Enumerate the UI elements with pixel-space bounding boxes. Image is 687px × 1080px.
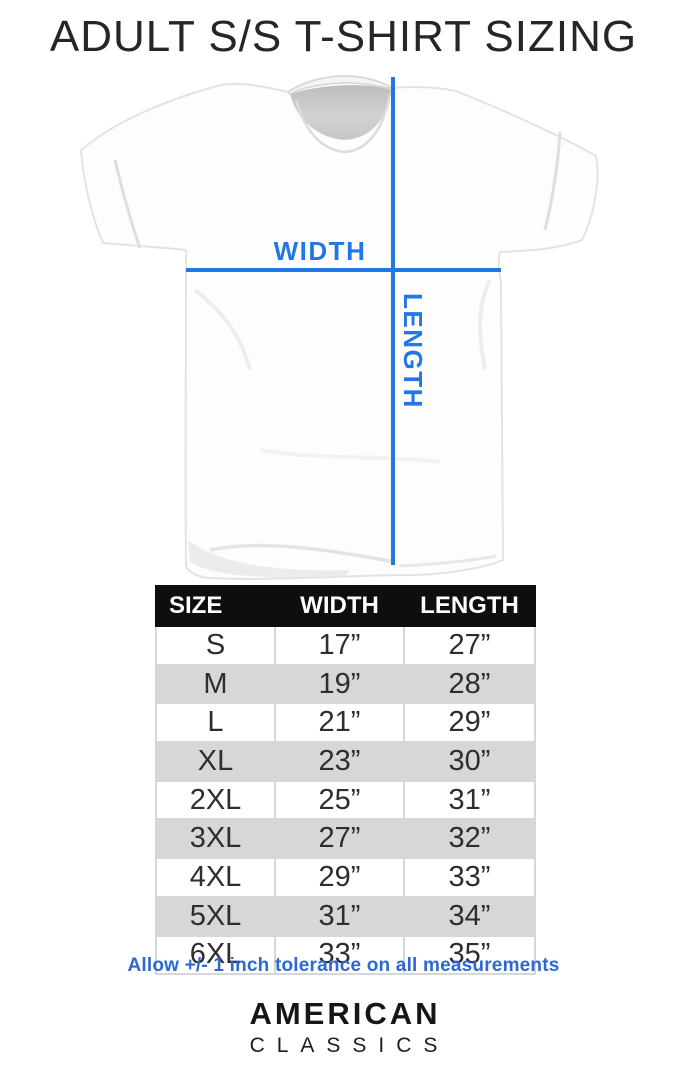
hem-seam	[399, 554, 497, 568]
cell-length: 29”	[403, 702, 536, 744]
cell-length: 34”	[403, 895, 536, 937]
cell-length: 28”	[403, 663, 536, 705]
table-row: 5XL 31” 34”	[155, 895, 536, 937]
tshirt-body	[79, 74, 599, 580]
table-row: L 21” 29”	[155, 702, 536, 744]
header-width: WIDTH	[274, 585, 405, 627]
hem-fold	[188, 540, 350, 578]
left-wrinkle	[193, 288, 252, 371]
length-label: LENGTH	[398, 293, 428, 409]
brand-logo: AMERICAN CLASSICS	[0, 996, 687, 1058]
left-sleeve-seam	[113, 159, 142, 249]
cell-length: 32”	[403, 818, 536, 860]
cell-width: 29”	[274, 857, 405, 898]
chest-wrinkle	[259, 448, 441, 464]
brand-name-primary: AMERICAN	[249, 996, 441, 1031]
collar-opening	[290, 85, 391, 140]
width-measure-line	[186, 268, 501, 272]
table-row: 2XL 25” 31”	[155, 779, 536, 821]
cell-width: 33”	[274, 934, 405, 976]
tshirt-illustration	[60, 70, 630, 580]
cell-width: 17”	[274, 625, 405, 666]
cell-size: L	[155, 702, 276, 744]
hem-shadow	[209, 543, 396, 564]
right-wrinkle	[478, 279, 492, 371]
cell-width: 27”	[274, 818, 405, 860]
cell-size: 2XL	[155, 779, 276, 821]
header-size: SIZE	[155, 585, 276, 627]
cell-length: 30”	[403, 741, 536, 782]
cell-width: 23”	[274, 741, 405, 782]
cell-length: 27”	[403, 625, 536, 666]
cell-length: 35”	[403, 934, 536, 976]
width-label: WIDTH	[273, 236, 367, 266]
cell-size: 6XL	[155, 934, 276, 976]
cell-size: M	[155, 663, 276, 705]
cell-size: XL	[155, 741, 276, 782]
cell-width: 19”	[274, 663, 405, 705]
size-table-body: S 17” 27” M 19” 28” L 21” 29” XL 23” 30”…	[155, 625, 536, 976]
header-length: LENGTH	[403, 585, 536, 627]
tolerance-note: Allow +/- 1 inch tolerance on all measur…	[127, 955, 560, 976]
page-title: ADULT S/S T-SHIRT SIZING	[49, 12, 638, 61]
table-row: S 17” 27”	[155, 625, 536, 666]
cell-width: 21”	[274, 702, 405, 744]
cell-length: 31”	[403, 779, 536, 821]
table-row: XL 23” 30”	[155, 741, 536, 782]
size-table-header: SIZE WIDTH LENGTH	[155, 585, 536, 627]
cell-size: 5XL	[155, 895, 276, 937]
tshirt-graphic	[79, 74, 599, 580]
length-measure-line	[391, 77, 395, 565]
cell-size: S	[155, 625, 276, 666]
cell-width: 25”	[274, 779, 405, 821]
cell-size: 4XL	[155, 857, 276, 898]
table-row: 6XL 33” 35”	[155, 934, 536, 976]
table-row: M 19” 28”	[155, 663, 536, 705]
right-sleeve-seam	[543, 131, 562, 231]
cell-size: 3XL	[155, 818, 276, 860]
table-row: 3XL 27” 32”	[155, 818, 536, 860]
brand-name-secondary: CLASSICS	[249, 1034, 450, 1057]
table-row: 4XL 29” 33”	[155, 857, 536, 898]
collar-seam	[294, 93, 392, 154]
size-table: SIZE WIDTH LENGTH S 17” 27” M 19” 28” L …	[155, 585, 536, 976]
cell-length: 33”	[403, 857, 536, 898]
cell-width: 31”	[274, 895, 405, 937]
